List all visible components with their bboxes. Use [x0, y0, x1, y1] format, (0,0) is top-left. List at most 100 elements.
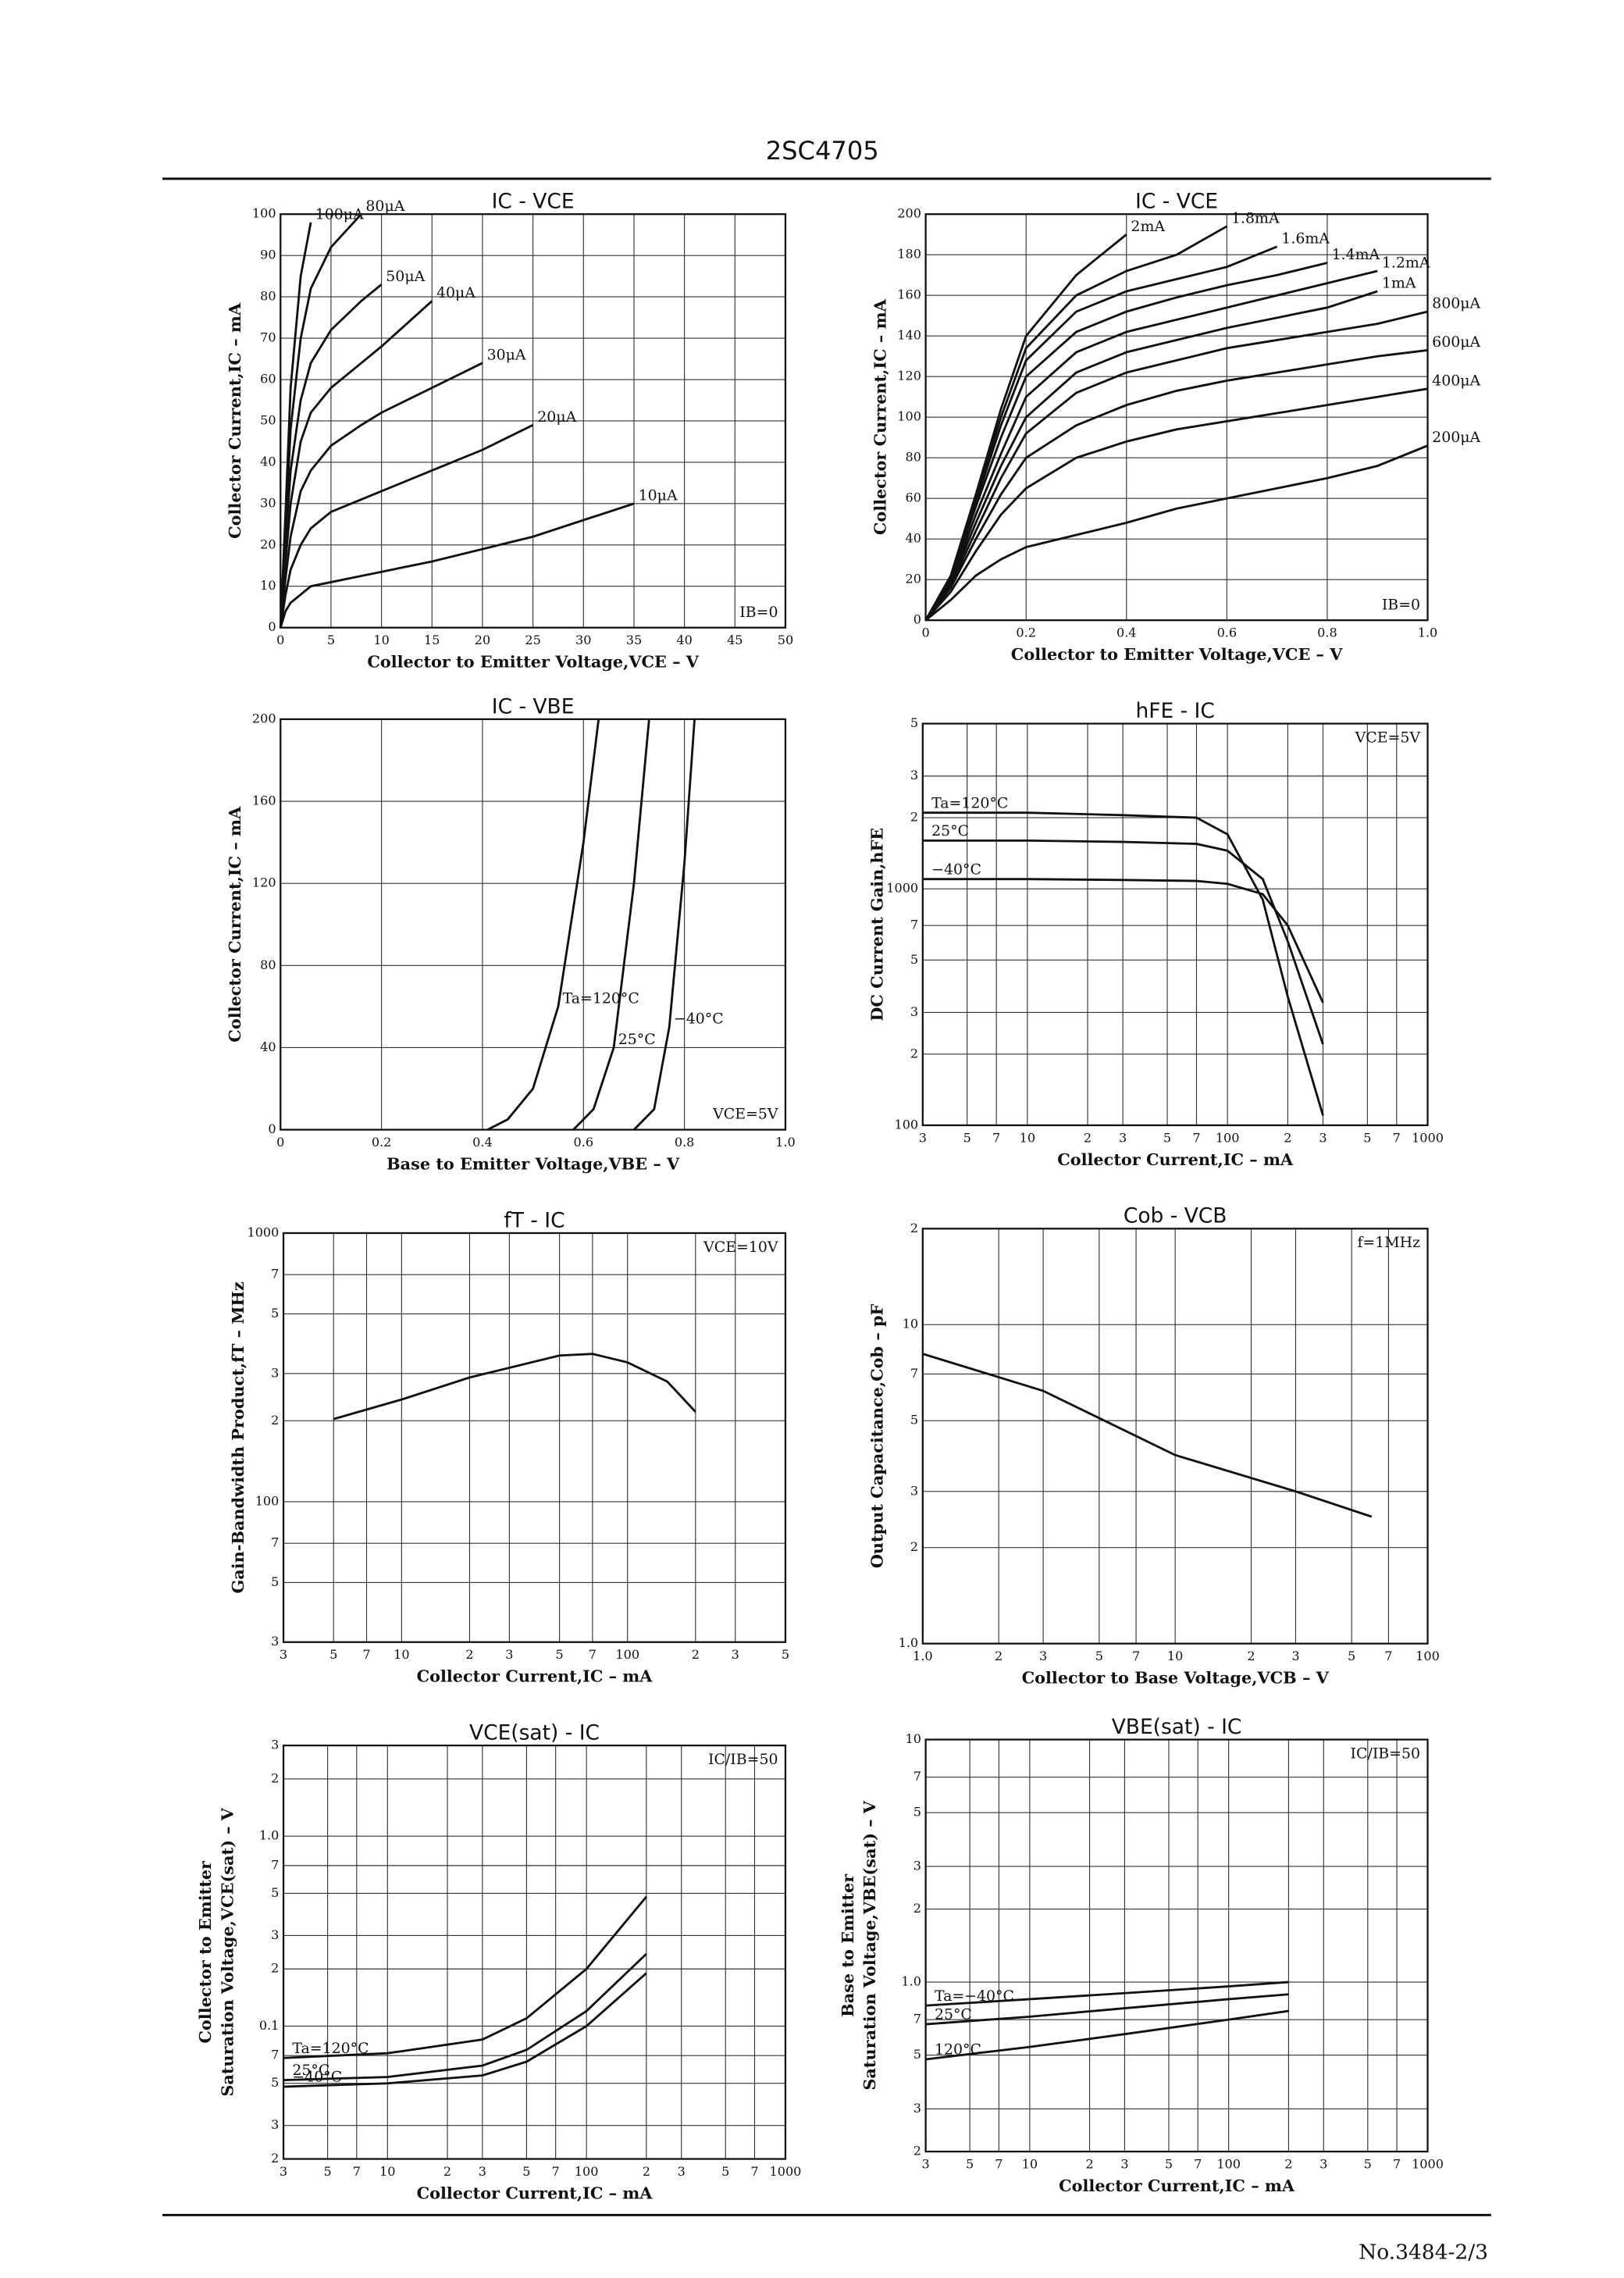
x-tick-label: 3 — [505, 1647, 513, 1662]
x-tick-label: 100 — [1216, 2157, 1241, 2172]
curve-label: 25°C — [931, 822, 969, 840]
x-tick-label: 2 — [1247, 1649, 1255, 1663]
x-axis-label: Collector Current,IC – mA — [417, 1667, 654, 1686]
y-axis-label: Base to Emitter — [838, 1873, 857, 2017]
x-tick-label: 3 — [1320, 2157, 1327, 2172]
curve-label: 2mA — [1131, 218, 1165, 235]
curve-label: 20μA — [537, 408, 576, 426]
curve — [279, 362, 483, 628]
x-tick-label: 3 — [678, 2164, 686, 2179]
x-tick-label: 10 — [394, 1647, 409, 1662]
curve-label: 400μA — [1432, 372, 1480, 389]
x-tick-label: 5 — [966, 2157, 974, 2172]
y-tick-label: 80 — [260, 289, 276, 304]
curve — [925, 1993, 1289, 2026]
x-tick-label: 0.6 — [574, 1135, 594, 1150]
y-tick-label: 70 — [260, 330, 276, 345]
y-tick-label: 10 — [905, 1731, 921, 1746]
curve — [632, 718, 696, 1131]
x-tick-label: 3 — [1120, 2157, 1128, 2172]
y-axis-label: Collector to Emitter — [195, 1860, 215, 2044]
y-tick-label: 7 — [914, 1769, 921, 1784]
x-tick-label: 7 — [589, 1647, 597, 1662]
y-tick-label: 3 — [271, 2117, 279, 2132]
x-tick-label: 5 — [1163, 1130, 1171, 1145]
x-axis-label: Base to Emitter Voltage,VBE – V — [386, 1153, 680, 1173]
x-tick-label: 0.4 — [472, 1135, 493, 1150]
y-axis-label: Output Capacitance,Cob – pF — [867, 1303, 887, 1568]
x-tick-label: 45 — [727, 633, 743, 647]
y-tick-label: 40 — [260, 454, 276, 469]
curve-label: Ta=−40°C — [935, 1987, 1014, 2005]
curve — [922, 839, 1324, 1045]
y-tick-label: 2 — [910, 1046, 918, 1061]
x-tick-label: 0.2 — [1016, 626, 1036, 640]
curve — [283, 1952, 647, 2081]
y-tick-label: 0.1 — [259, 2018, 280, 2033]
x-tick-label: 100 — [1216, 1130, 1240, 1145]
curve — [924, 234, 1127, 621]
y-tick-label: 10 — [260, 578, 276, 593]
curve — [924, 444, 1429, 622]
y-tick-label: 1.0 — [901, 1974, 921, 1989]
x-tick-label: 0 — [276, 1135, 284, 1150]
chart-title: IC - VCE — [492, 190, 575, 214]
y-tick-label: 100 — [894, 1117, 918, 1132]
y-tick-label: 2 — [271, 1770, 279, 1785]
y-tick-label: 2 — [914, 1901, 921, 1916]
y-tick-label: 3 — [910, 768, 918, 783]
curve-label: 30μA — [487, 346, 526, 363]
curve-label: Ta=120°C — [931, 794, 1008, 811]
x-tick-label: 100 — [615, 1647, 639, 1662]
x-tick-label: 0.6 — [1217, 626, 1238, 640]
curve-label: 1.8mA — [1231, 209, 1280, 226]
curve-label: 40μA — [436, 284, 475, 301]
chart-title: IC - VCE — [1135, 190, 1218, 214]
y-tick-label: 2 — [271, 2151, 279, 2166]
y-tick-label: 2 — [271, 1961, 279, 1976]
curve — [924, 310, 1428, 622]
x-tick-label: 1.0 — [1418, 626, 1438, 640]
y-tick-label: 5 — [914, 2047, 921, 2062]
curve — [333, 1353, 696, 1421]
y-tick-label: 30 — [260, 495, 276, 510]
y-tick-label: 3 — [271, 1365, 279, 1380]
x-tick-label: 7 — [1393, 2157, 1401, 2172]
x-tick-label: 3 — [1319, 1130, 1327, 1145]
curve — [924, 387, 1428, 622]
x-tick-label: 7 — [1132, 1649, 1140, 1663]
chart-title: fT - IC — [504, 1208, 564, 1232]
x-tick-label: 7 — [353, 2164, 361, 2179]
x-tick-label: 1.0 — [775, 1135, 796, 1150]
x-axis-label: Collector to Base Voltage,VCB – V — [1022, 1668, 1330, 1688]
x-tick-label: 0.8 — [675, 1135, 695, 1150]
y-tick-label: 10 — [903, 1317, 918, 1332]
x-axis-label: Collector Current,IC – mA — [1059, 2176, 1295, 2195]
annotation: IB=0 — [739, 604, 778, 621]
y-tick-label: 100 — [255, 1493, 280, 1508]
y-tick-label: 90 — [260, 248, 276, 262]
x-tick-label: 0 — [276, 633, 284, 647]
curve-label: 1mA — [1382, 275, 1416, 292]
y-tick-label: 1.0 — [259, 1828, 280, 1843]
y-tick-label: 2 — [910, 1539, 918, 1554]
x-tick-label: 7 — [1393, 1130, 1401, 1145]
x-tick-label: 2 — [465, 1647, 473, 1662]
curve — [924, 349, 1428, 622]
y-tick-label: 60 — [905, 490, 921, 505]
annotation: VCE=10V — [703, 1239, 778, 1256]
x-tick-label: 1000 — [1412, 2157, 1444, 2172]
curve-label: Ta=120°C — [563, 989, 639, 1007]
x-tick-label: 3 — [1039, 1649, 1047, 1663]
y-tick-label: 0 — [914, 612, 921, 627]
x-tick-label: 2 — [1284, 1130, 1291, 1145]
curve — [924, 290, 1378, 622]
x-tick-label: 3 — [921, 2157, 929, 2172]
annotation: VCE=5V — [1355, 729, 1421, 746]
x-tick-label: 1.0 — [913, 1649, 933, 1663]
y-tick-label: 7 — [271, 1857, 279, 1872]
y-tick-label: 1.0 — [899, 1635, 919, 1650]
y-tick-label: 5 — [271, 1885, 279, 1900]
x-tick-label: 2 — [1084, 1130, 1092, 1145]
